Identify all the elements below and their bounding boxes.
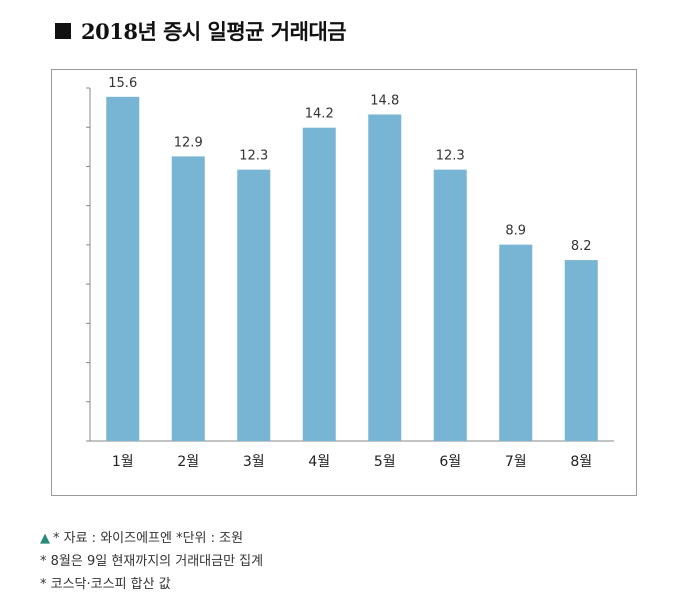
source-note-text: * 자료 : 와이즈에프엔 *단위 : 조원 xyxy=(53,531,244,546)
data-label: 15.6 xyxy=(108,76,137,91)
data-label: 8.9 xyxy=(505,224,526,239)
bar-chart: 15.6 1월 12.9 2월 12.3 3월 14.2 4월 14.8 5월 12.3 6월 8.9 7… xyxy=(86,76,614,470)
period-note: * 8월은 9일 현재까지의 거래대금만 집계 xyxy=(40,554,264,569)
bar xyxy=(171,156,205,442)
bar xyxy=(368,114,402,441)
data-label: 12.9 xyxy=(174,135,203,150)
data-label: 12.3 xyxy=(436,149,465,164)
data-label: 12.3 xyxy=(239,149,268,164)
bar xyxy=(237,169,271,441)
x-tick-label: 2월 xyxy=(177,454,199,470)
x-tick-label: 1월 xyxy=(112,454,134,470)
bar xyxy=(302,127,336,442)
x-tick-label: 8월 xyxy=(570,454,592,470)
bar xyxy=(499,244,533,441)
chart-notes: ▲ * 자료 : 와이즈에프엔 *단위 : 조원 * 8월은 9일 현재까지의 거… xyxy=(40,527,263,596)
data-label: 14.8 xyxy=(370,93,399,108)
chart-title-row: 2018년 증시 일평균 거래대금 xyxy=(55,16,347,46)
x-tick-label: 5월 xyxy=(374,454,396,470)
x-tick-label: 3월 xyxy=(243,454,265,470)
bar xyxy=(564,260,598,441)
x-tick-label: 4월 xyxy=(308,454,330,470)
chart-frame: 15.6 1월 12.9 2월 12.3 3월 14.2 4월 14.8 5월 12.3 6월 8.9 7… xyxy=(51,69,637,496)
x-tick-label: 6월 xyxy=(439,454,461,470)
data-label: 8.2 xyxy=(571,239,592,254)
source-note: ▲ * 자료 : 와이즈에프엔 *단위 : 조원 xyxy=(40,527,263,550)
chart-title: 2018년 증시 일평균 거래대금 xyxy=(81,19,347,44)
triangle-icon: ▲ xyxy=(40,531,50,546)
bar xyxy=(433,169,467,441)
data-label: 14.2 xyxy=(305,107,334,122)
x-tick-label: 7월 xyxy=(505,454,527,470)
scope-note: * 코스닥·코스피 합산 값 xyxy=(40,577,171,592)
bar xyxy=(106,96,140,441)
title-square-icon xyxy=(55,23,71,39)
